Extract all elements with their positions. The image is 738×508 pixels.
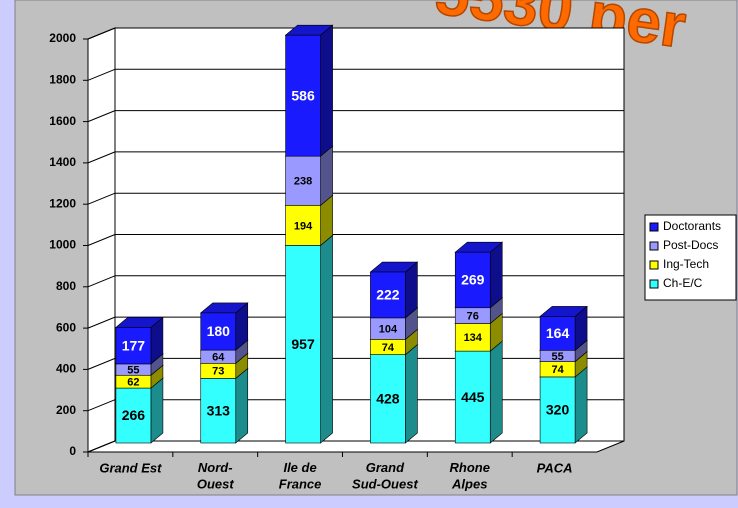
value-label: 55 <box>127 364 139 376</box>
value-label: 266 <box>122 407 146 423</box>
value-label: 957 <box>291 336 315 352</box>
legend-label: Ing-Tech <box>663 257 709 271</box>
bar-side <box>321 25 333 156</box>
value-label: 313 <box>207 402 231 418</box>
value-label: 428 <box>376 391 400 407</box>
legend-label: Ch-E/C <box>663 276 703 290</box>
value-label: 64 <box>212 352 225 364</box>
legend-swatch <box>650 223 658 231</box>
value-label: 269 <box>461 272 485 288</box>
y-tick-label: 1200 <box>49 196 76 210</box>
bar-side <box>490 341 502 443</box>
legend-swatch <box>650 261 658 269</box>
value-label: 238 <box>294 176 312 188</box>
y-tick-label: 1000 <box>49 238 76 252</box>
value-label: 586 <box>291 87 315 103</box>
value-label: 74 <box>551 364 564 376</box>
x-tick-label: PACA <box>537 460 573 475</box>
bar-side <box>321 235 333 443</box>
bar-side <box>151 378 163 443</box>
value-label: 194 <box>294 220 313 232</box>
value-label: 76 <box>467 310 479 322</box>
y-tick-label: 800 <box>56 279 76 293</box>
value-label: 320 <box>546 402 570 418</box>
bar-side <box>405 345 417 443</box>
y-tick-label: 1800 <box>49 72 76 86</box>
value-label: 73 <box>212 366 224 378</box>
value-label: 222 <box>376 287 400 303</box>
x-tick-label: Grand Est <box>99 460 162 475</box>
value-label: 104 <box>379 324 398 336</box>
bar-side <box>575 367 587 443</box>
value-label: 55 <box>551 351 563 363</box>
chart: 5530 per02004006008001000120014001600180… <box>0 0 738 508</box>
legend-label: Doctorants <box>663 219 721 233</box>
y-tick-label: 400 <box>56 362 76 376</box>
bar-side <box>236 368 248 443</box>
legend-label: Post-Docs <box>663 238 718 252</box>
y-tick-label: 2000 <box>49 31 76 45</box>
value-label: 177 <box>122 337 146 353</box>
y-tick-label: 1400 <box>49 155 76 169</box>
value-label: 180 <box>207 323 231 339</box>
y-tick-label: 1600 <box>49 114 76 128</box>
x-tick-label: Nord-Ouest <box>197 460 235 491</box>
value-label: 62 <box>127 377 139 389</box>
value-label: 445 <box>461 389 485 405</box>
bar-side <box>490 242 502 308</box>
value-label: 74 <box>382 342 395 354</box>
y-tick-label: 600 <box>56 320 76 334</box>
value-label: 164 <box>546 325 570 341</box>
y-tick-label: 200 <box>56 403 76 417</box>
legend-swatch <box>650 280 658 288</box>
legend-swatch <box>650 242 658 250</box>
y-tick-label: 0 <box>69 444 76 458</box>
value-label: 134 <box>464 332 483 344</box>
